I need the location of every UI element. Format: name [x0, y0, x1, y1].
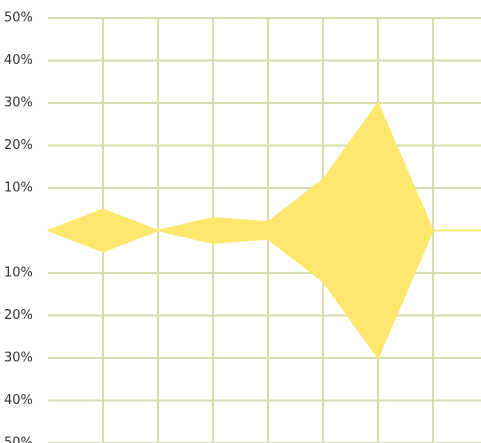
y-tick-label: 40%: [4, 393, 33, 408]
y-tick-label: 10%: [4, 181, 33, 196]
y-tick-label: 20%: [4, 138, 33, 153]
y-tick-label: 40%: [4, 53, 33, 68]
y-tick-label: 20%: [4, 308, 33, 323]
y-tick-label: 30%: [4, 351, 33, 366]
area: [47, 101, 481, 232]
y-tick-label: 50%: [4, 11, 33, 26]
y-tick-label: 10%: [4, 266, 33, 281]
y-tick-label: 30%: [4, 96, 33, 111]
y-tick-label: 50%: [4, 436, 33, 443]
area: [47, 229, 481, 360]
